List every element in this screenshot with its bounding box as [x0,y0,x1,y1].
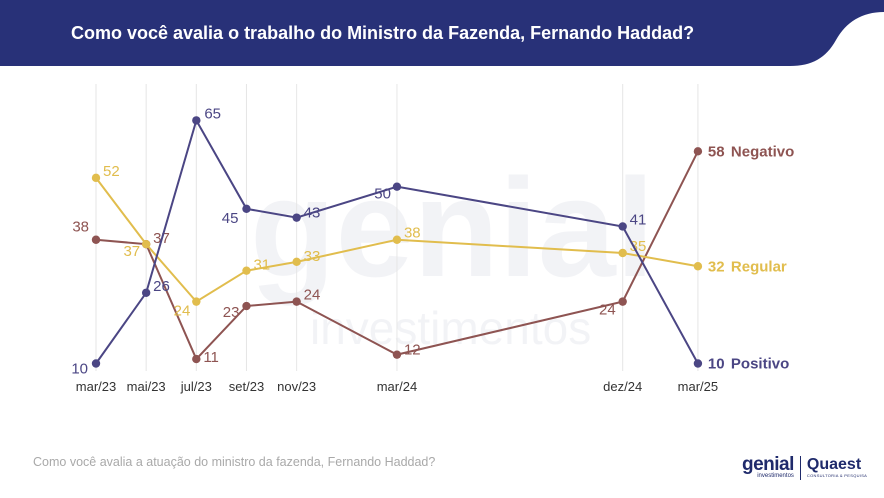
quaest-logo-subtext: CONSULTORIA & PESQUISA [806,473,868,478]
data-label-regular: 24 [174,303,191,320]
point-negativo [91,235,101,244]
chart-title: Como você avalia o trabalho do Ministro … [71,23,695,43]
x-tick-label: mar/25 [678,379,718,394]
x-tick-label: dez/24 [603,379,642,394]
point-regular [141,239,151,249]
data-label-regular: 38 [404,225,421,242]
data-label-positivo: 41 [630,211,647,228]
genial-logo-subtext: investimentos [757,473,794,479]
x-tick-label: mai/23 [127,379,166,394]
data-label-negativo: 12 [404,342,421,359]
data-label-positivo: 10 [71,361,88,378]
point-regular [242,266,251,275]
data-label-positivo: 26 [153,278,170,295]
legend-label-positivo: Positivo [731,356,789,373]
point-positivo [141,288,151,297]
x-tick-label: jul/23 [180,379,212,394]
data-label-regular: 37 [123,243,140,260]
x-tick-label: mar/23 [76,379,116,394]
logo-divider [799,456,801,480]
data-label-negativo: 11 [203,349,219,366]
data-label-negativo: 24 [304,287,321,304]
series-line-regular [95,177,699,303]
title-banner: Como você avalia o trabalho do Ministro … [0,0,884,66]
point-negativo [693,147,703,156]
logos: genial investimentos Quaest CONSULTORIA … [742,454,867,482]
data-label-regular: 52 [103,163,120,180]
data-label-negativo: 58 [708,143,725,160]
footnote: Como você avalia a atuação do ministro d… [33,455,436,469]
genial-logo: genial investimentos [742,454,794,480]
point-regular [292,257,301,267]
data-label-positivo: 45 [222,210,239,227]
point-negativo [242,301,251,311]
title-banner-background [0,0,884,66]
point-regular [693,262,703,271]
quaest-logo-text: Quaest [806,456,862,473]
point-positivo [192,116,201,125]
data-label-negativo: 38 [72,219,89,236]
point-regular [91,173,101,183]
x-tick-label: set/23 [229,379,264,394]
point-negativo [618,297,627,306]
data-label-positivo: 65 [204,105,221,122]
data-label-positivo: 43 [304,205,321,222]
point-positivo [242,204,251,213]
data-label-positivo: 50 [374,186,391,203]
quaest-logo: Quaest CONSULTORIA & PESQUISA [807,457,867,479]
point-positivo [392,182,402,191]
data-label-positivo: 10 [708,356,725,373]
data-label-negativo: 23 [223,304,240,321]
point-positivo [693,359,703,368]
point-negativo [292,297,301,306]
point-negativo [392,350,402,359]
data-label-regular: 31 [253,257,270,274]
point-regular [392,235,402,244]
data-label-regular: 32 [708,258,725,275]
genial-logo-text: genial [742,454,794,475]
data-label-negativo: 24 [599,302,616,319]
point-regular [192,297,201,306]
point-positivo [91,359,101,368]
watermark-text: genial [250,149,655,306]
point-negativo [192,354,201,364]
watermark-subtext: investimentos [310,302,591,354]
series-line-positivo [95,117,699,365]
legend-label-regular: Regular [731,258,787,275]
data-label-regular: 33 [304,248,321,265]
point-positivo [292,213,301,222]
point-regular [618,248,627,258]
x-tick-label: mar/24 [377,379,417,394]
point-positivo [618,222,627,231]
x-tick-label: nov/23 [277,379,316,394]
data-label-regular: 35 [630,238,647,255]
legend-label-negativo: Negativo [731,143,794,160]
